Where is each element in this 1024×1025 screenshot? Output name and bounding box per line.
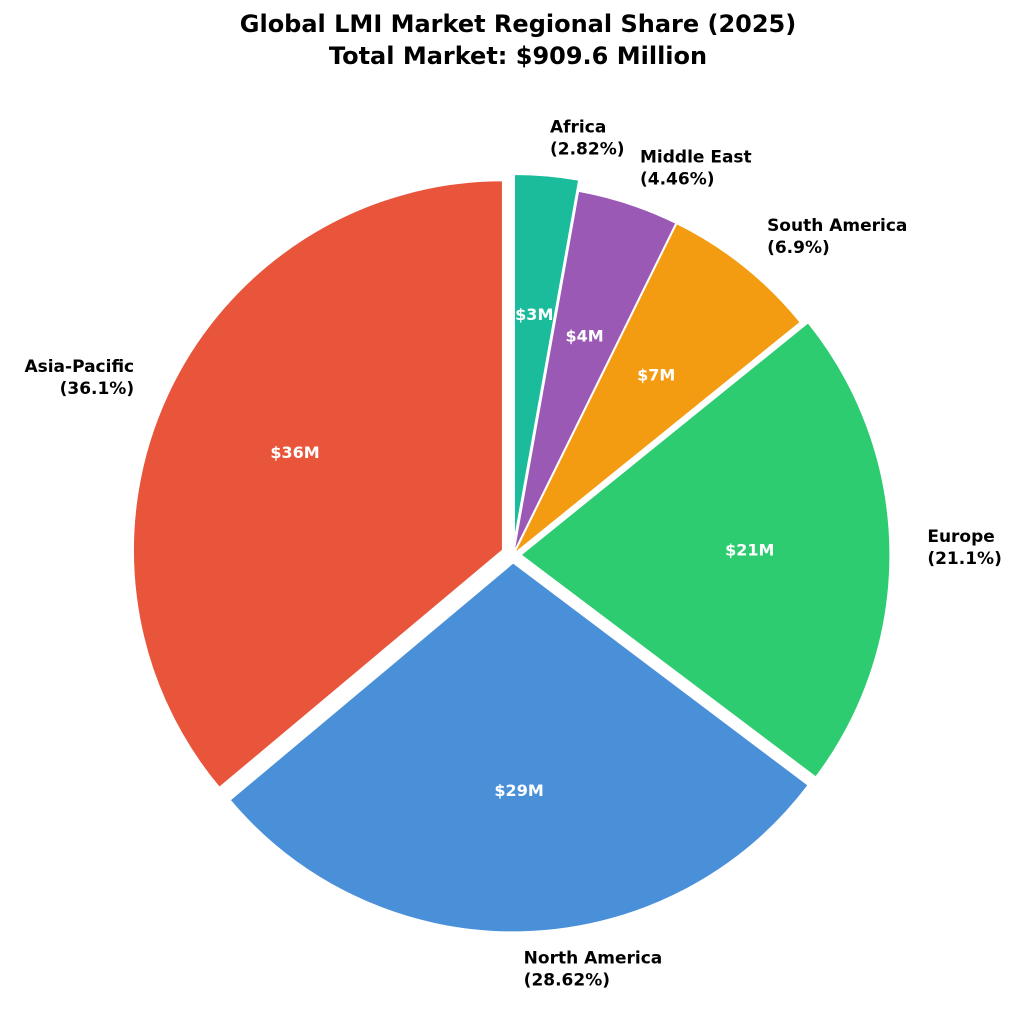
pie-slice <box>512 189 678 556</box>
pie-slice <box>512 221 803 556</box>
slice-amount-label: $29M <box>494 781 543 800</box>
slice-amount-label: $7M <box>637 365 675 384</box>
slice-label: North America <box>524 948 663 968</box>
slice-label: Africa <box>550 118 606 138</box>
chart-subtitle: Total Market: $909.6 Million <box>329 42 707 70</box>
slice-percent-label: (6.9%) <box>767 238 830 258</box>
slice-amount-label: $4M <box>565 327 603 346</box>
slice-percent-label: (28.62%) <box>524 970 610 990</box>
pie-slice <box>228 561 811 934</box>
slice-amount-label: $36M <box>270 443 319 462</box>
slice-amount-label: $3M <box>515 305 553 324</box>
slice-percent-label: (21.1%) <box>927 549 1002 569</box>
pie-slice <box>518 320 892 779</box>
slice-percent-label: (2.82%) <box>550 140 625 160</box>
chart-title: Global LMI Market Regional Share (2025) <box>240 10 796 38</box>
slice-amount-label: $21M <box>725 540 774 559</box>
pie-slice <box>512 172 581 545</box>
slice-percent-label: (4.46%) <box>640 169 715 189</box>
pie-slice <box>131 179 504 790</box>
slice-label: Asia-Pacific <box>24 357 134 377</box>
slice-percent-label: (36.1%) <box>60 379 135 399</box>
slice-label: Middle East <box>640 147 752 167</box>
slice-label: Europe <box>927 527 994 547</box>
slice-label: South America <box>767 216 907 236</box>
